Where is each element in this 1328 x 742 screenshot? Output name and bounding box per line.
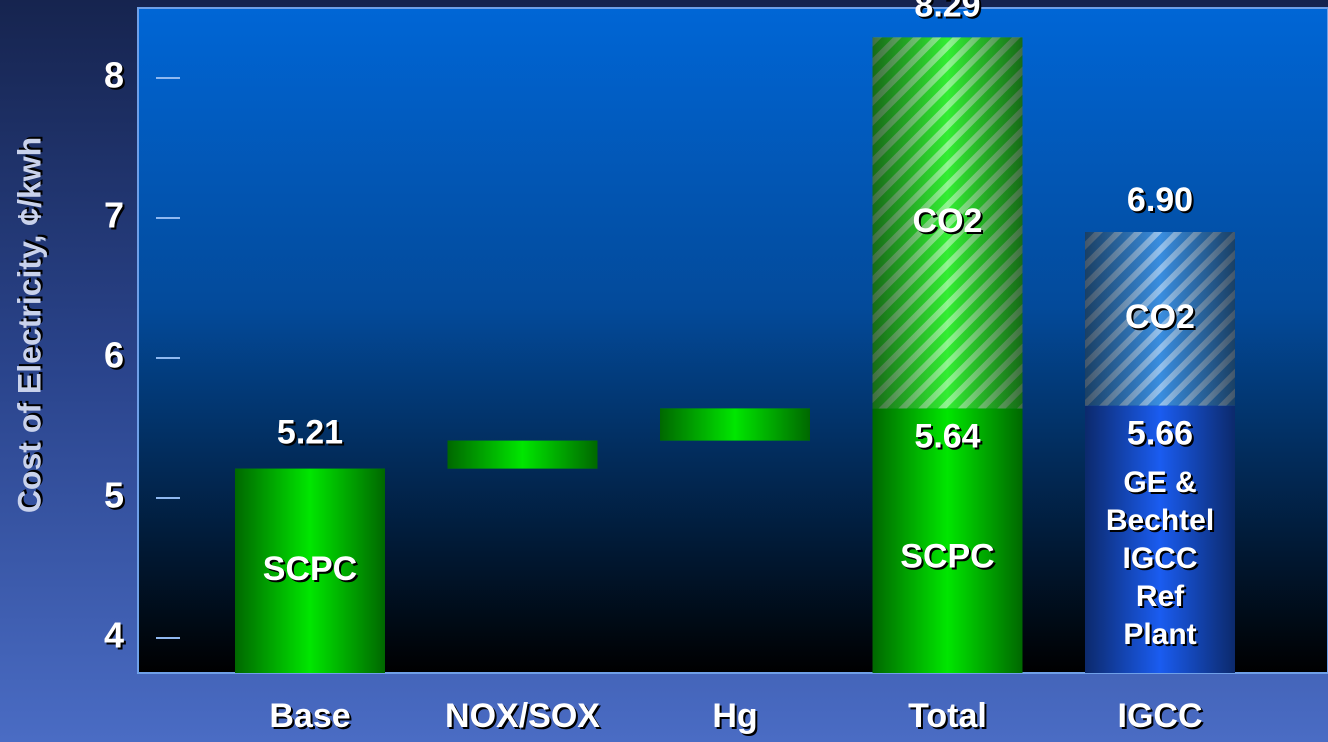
bar-shade (1085, 232, 1235, 406)
x-tick-label: NOX/SOX (445, 697, 600, 735)
total-label: 6.90 (1127, 181, 1193, 219)
x-tick-label: Base (269, 697, 350, 735)
bar-shade (660, 408, 810, 441)
bar-segment (660, 408, 810, 441)
value-label: 5.66 (1127, 415, 1193, 453)
x-tick-label: IGCC (1118, 697, 1203, 735)
value-label: 5.64 (914, 417, 980, 455)
segment-label-box: GE & Bechtel IGCC Ref Plant (1105, 465, 1215, 651)
total-label: 8.29 (914, 0, 980, 24)
value-label: 5.21 (277, 414, 343, 452)
bar-segment (1085, 405, 1235, 673)
segment-label: SCPC (900, 538, 994, 576)
bar-shade (447, 440, 598, 469)
x-tick-label: Total (908, 697, 987, 735)
segment-label: SCPC (263, 550, 357, 588)
y-tick-label: 7 (104, 195, 124, 236)
bar-shade (872, 408, 1023, 673)
bar-segment (872, 37, 1023, 409)
y-tick-label: 4 (104, 615, 124, 656)
bar-segment (235, 468, 385, 673)
bar-shade (235, 468, 385, 673)
y-tick-label: 5 (104, 475, 124, 516)
segment-label: CO2 (1125, 298, 1195, 336)
bar-segment (447, 440, 598, 469)
bar-segment (1085, 232, 1235, 406)
bar-segment (872, 408, 1023, 673)
y-axis-label: Cost of Electricity, ¢/kwh (11, 137, 47, 513)
segment-label: CO2 (913, 202, 983, 240)
y-tick-label: 8 (104, 55, 124, 96)
y-tick-label: 6 (104, 335, 124, 376)
bar-shade (1085, 405, 1235, 673)
segment-label: GE & Bechtel IGCC Ref Plant (1105, 465, 1215, 651)
x-tick-label: Hg (712, 697, 757, 735)
bar-shade (872, 37, 1023, 409)
